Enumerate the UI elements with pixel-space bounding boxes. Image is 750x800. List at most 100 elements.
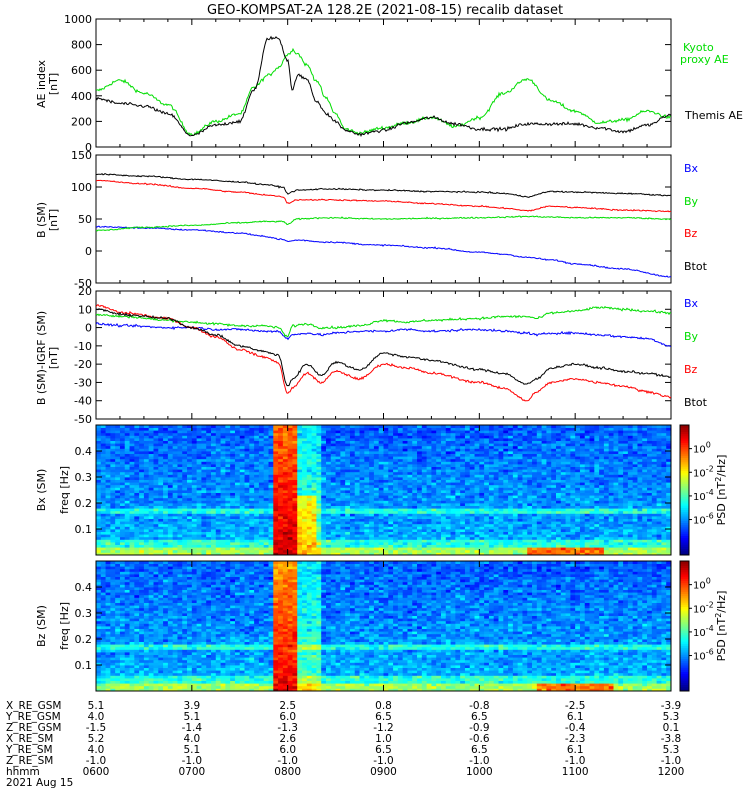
spectrogram-cell <box>115 474 121 478</box>
spectrogram-cell <box>302 430 308 434</box>
spectrogram-cell <box>359 464 365 467</box>
spectrogram-cell <box>460 471 466 475</box>
spectrogram-cell <box>455 474 461 478</box>
spectrogram-cell <box>143 432 150 436</box>
spectrogram-cell <box>110 505 116 509</box>
spectrogram-cell <box>172 526 178 530</box>
spectrogram-cell <box>134 458 140 462</box>
spectrogram-cell <box>474 518 480 522</box>
spectrogram-cell <box>158 456 164 460</box>
spectrogram-cell <box>158 461 164 465</box>
spectrogram-cell <box>282 534 289 538</box>
spectrogram-cell <box>220 425 226 428</box>
spectrogram-cell <box>436 495 442 499</box>
spectrogram-cell <box>158 549 164 553</box>
spectrogram-cell <box>148 425 154 428</box>
spectrogram-cell <box>546 492 552 496</box>
spectrogram-cell <box>311 425 317 428</box>
spectrogram-cell <box>431 448 437 452</box>
spectrogram-cell <box>536 503 543 506</box>
spectrogram-cell <box>369 474 375 478</box>
spectrogram-cell <box>244 542 250 545</box>
spectrogram-cell <box>373 453 380 457</box>
spectrogram-cell <box>546 466 552 470</box>
spectrogram-cell <box>364 471 370 475</box>
spectrogram-cell <box>96 492 102 496</box>
spectrogram-cell <box>378 458 384 462</box>
spectrogram-cell <box>512 469 519 473</box>
spectrogram-cell <box>249 438 255 441</box>
spectrogram-cell <box>536 523 543 527</box>
spectrogram-cell <box>167 432 174 436</box>
spectrogram-cell <box>129 518 135 522</box>
y-tick-label: 800 <box>71 39 92 52</box>
spectrogram-cell <box>239 516 245 519</box>
spectrogram-cell <box>124 495 130 499</box>
spectrogram-cell <box>292 521 298 525</box>
spectrogram-cell <box>326 474 332 478</box>
spectrogram-cell <box>234 542 241 545</box>
spectrogram-cell <box>158 534 164 538</box>
spectrogram-cell <box>100 505 106 509</box>
spectrogram-cell <box>187 492 193 496</box>
spectrogram-cell <box>196 526 202 530</box>
spectrogram-cell <box>282 547 289 551</box>
spectrogram-cell <box>546 451 552 454</box>
spectrogram-cell <box>306 427 313 431</box>
spectrogram-cell <box>517 451 523 454</box>
spectrogram-cell <box>282 490 289 493</box>
spectrogram-cell <box>201 552 207 556</box>
spectrogram-cell <box>263 536 269 540</box>
spectrogram-cell <box>469 471 475 475</box>
spectrogram-cell <box>292 513 298 517</box>
spectrogram-cell <box>172 552 178 556</box>
spectrogram-cell <box>158 464 164 467</box>
spectrogram-cell <box>230 448 236 452</box>
spectrogram-cell <box>479 542 485 545</box>
spectrogram-cell <box>397 531 404 535</box>
spectrogram-cell <box>498 492 504 496</box>
spectrogram-cell <box>532 495 538 499</box>
spectrogram-cell <box>211 518 217 522</box>
spectrogram-cell <box>110 497 116 501</box>
spectrogram-cell <box>239 534 245 538</box>
spectrogram-cell <box>421 482 428 486</box>
spectrogram-cell <box>129 425 135 428</box>
spectrogram-cell <box>96 427 102 431</box>
spectrogram-cell <box>139 544 145 548</box>
spectrogram-cell <box>503 453 509 457</box>
spectrogram-cell <box>388 487 394 491</box>
spectrogram-cell <box>129 516 135 519</box>
spectrogram-cell <box>287 492 293 496</box>
spectrogram-cell <box>378 448 384 452</box>
spectrogram-cell <box>263 542 269 545</box>
spectrogram-cell <box>388 482 394 486</box>
spectrogram-cell <box>546 440 552 444</box>
spectrogram-cell <box>153 536 159 540</box>
spectrogram-cell <box>417 427 423 431</box>
spectrogram-cell <box>115 526 121 530</box>
spectrogram-cell <box>450 451 456 454</box>
spectrogram-cell <box>369 531 375 535</box>
spectrogram-cell <box>546 430 552 434</box>
spectrogram-cell <box>110 529 116 532</box>
spectrogram-cell <box>498 542 504 545</box>
spectrogram-cell <box>215 521 221 525</box>
spectrogram-cell <box>378 505 384 509</box>
spectrogram-cell <box>359 482 365 486</box>
spectrogram-cell <box>187 549 193 553</box>
spectrogram-cell <box>158 471 164 475</box>
spectrogram-cell <box>321 549 327 553</box>
spectrogram-cell <box>115 443 121 447</box>
spectrogram-cell <box>191 536 198 540</box>
spectrogram-cell <box>508 516 514 519</box>
spectrogram-cell <box>110 484 116 488</box>
spectrogram-cell <box>436 534 442 538</box>
spectrogram-cell <box>124 456 130 460</box>
spectrogram-cell <box>129 440 135 444</box>
spectrogram-cell <box>153 544 159 548</box>
spectrogram-cell <box>177 549 183 553</box>
spectrogram-cell <box>536 536 543 540</box>
spectrogram-cell <box>498 495 504 499</box>
